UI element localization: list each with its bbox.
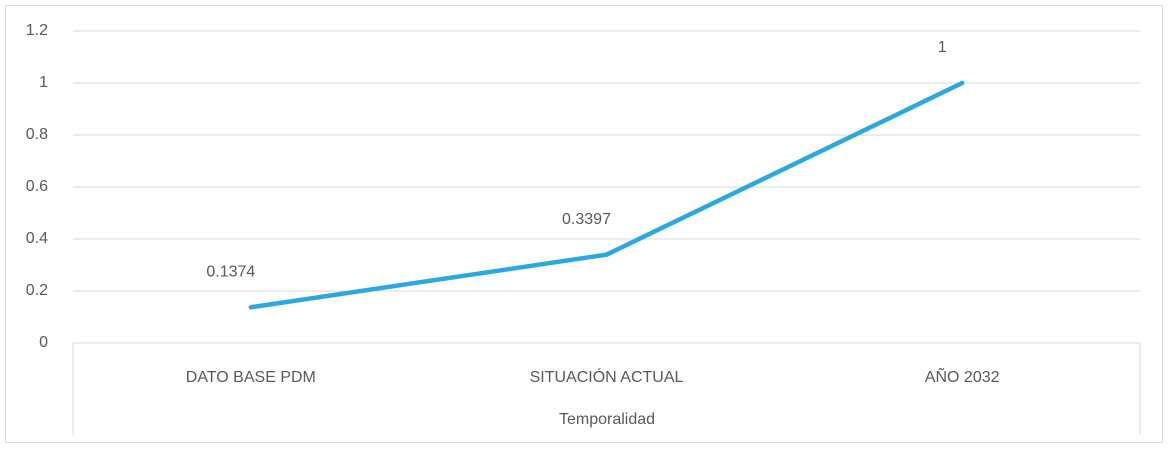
data-label: 0.1374 bbox=[206, 263, 255, 280]
y-tick-label: 1 bbox=[39, 74, 48, 91]
x-tick-label: DATO BASE PDM bbox=[186, 369, 316, 386]
data-label: 1 bbox=[938, 39, 947, 56]
y-tick-label: 0.2 bbox=[26, 282, 48, 299]
x-axis-label: Temporalidad bbox=[559, 411, 655, 428]
x-tick-label: AÑO 2032 bbox=[925, 366, 1000, 386]
y-tick-label: 0.8 bbox=[26, 126, 48, 143]
x-tick-label: SITUACIÓN ACTUAL bbox=[530, 367, 684, 386]
y-tick-label: 0.6 bbox=[26, 178, 48, 195]
y-tick-label: 0.4 bbox=[26, 230, 48, 247]
data-line bbox=[248, 80, 965, 310]
y-tick-label: 0 bbox=[39, 334, 48, 351]
chart-border bbox=[5, 5, 1163, 443]
data-label: 0.3397 bbox=[562, 211, 611, 228]
y-tick-label: 1.2 bbox=[26, 22, 48, 39]
